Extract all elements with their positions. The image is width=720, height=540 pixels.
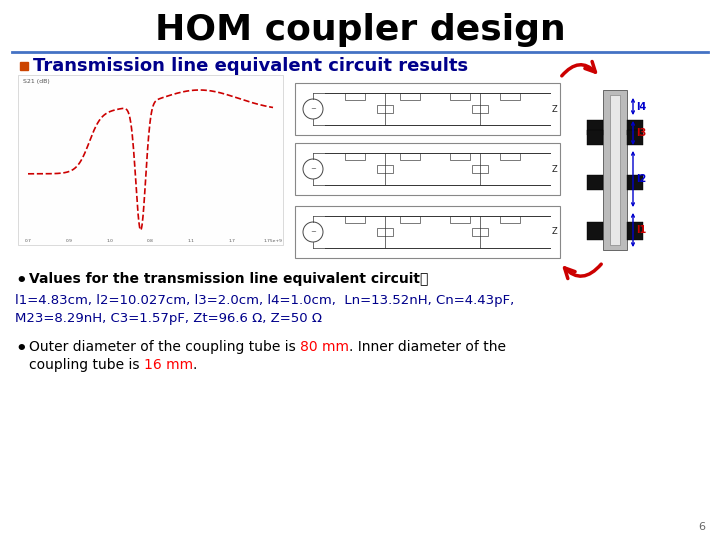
Text: 1.75e+9: 1.75e+9 xyxy=(264,239,282,243)
Bar xyxy=(587,175,603,190)
Bar xyxy=(472,228,488,236)
Bar xyxy=(627,222,643,240)
Text: l3: l3 xyxy=(636,128,647,138)
Text: 16 mm: 16 mm xyxy=(144,358,193,372)
Bar xyxy=(610,95,620,245)
Text: 0.8: 0.8 xyxy=(147,239,154,243)
Bar xyxy=(627,175,643,190)
Bar xyxy=(450,93,470,100)
Bar xyxy=(377,165,393,173)
Text: l2: l2 xyxy=(636,174,647,184)
Text: l1=4.83cm, l2=10.027cm, l3=2.0cm, l4=1.0cm,  Ln=13.52nH, Cn=4.43pF,: l1=4.83cm, l2=10.027cm, l3=2.0cm, l4=1.0… xyxy=(15,294,514,307)
Bar xyxy=(345,153,365,160)
Text: 1.0: 1.0 xyxy=(107,239,113,243)
Text: 1.7: 1.7 xyxy=(229,239,235,243)
Text: coupling tube is: coupling tube is xyxy=(29,358,144,372)
Bar xyxy=(345,216,365,223)
Bar xyxy=(627,130,643,145)
Text: S21 (dB): S21 (dB) xyxy=(23,79,50,84)
Text: Z: Z xyxy=(551,165,557,173)
Bar xyxy=(295,143,560,195)
Bar xyxy=(400,93,420,100)
Circle shape xyxy=(303,222,323,242)
FancyArrowPatch shape xyxy=(562,62,595,76)
Text: l4: l4 xyxy=(636,102,647,111)
Bar xyxy=(587,120,603,135)
Text: •: • xyxy=(15,272,27,290)
Bar xyxy=(295,206,560,258)
Text: l1: l1 xyxy=(636,225,647,235)
Text: ~: ~ xyxy=(310,229,316,235)
Text: Transmission line equivalent circuit results: Transmission line equivalent circuit res… xyxy=(33,57,468,75)
Circle shape xyxy=(303,99,323,119)
Bar xyxy=(20,62,28,70)
Bar xyxy=(472,165,488,173)
Bar xyxy=(500,216,520,223)
Circle shape xyxy=(303,159,323,179)
Bar xyxy=(377,105,393,113)
Bar xyxy=(400,216,420,223)
Bar xyxy=(450,216,470,223)
Text: Values for the transmission line equivalent circuit：: Values for the transmission line equival… xyxy=(29,272,428,286)
Bar xyxy=(587,222,603,240)
Text: 0.7: 0.7 xyxy=(24,239,32,243)
Text: Outer diameter of the coupling tube is: Outer diameter of the coupling tube is xyxy=(29,340,300,354)
Bar xyxy=(450,153,470,160)
Text: ~: ~ xyxy=(310,106,316,112)
Bar xyxy=(18,75,283,245)
Bar xyxy=(472,105,488,113)
Text: 6: 6 xyxy=(698,522,705,532)
Bar xyxy=(500,153,520,160)
Bar xyxy=(345,93,365,100)
Text: 1.1: 1.1 xyxy=(188,239,195,243)
Text: M23=8.29nH, C3=1.57pF, Zt=96.6 Ω, Z=50 Ω: M23=8.29nH, C3=1.57pF, Zt=96.6 Ω, Z=50 Ω xyxy=(15,312,322,325)
Text: Z: Z xyxy=(551,105,557,113)
Text: •: • xyxy=(15,340,27,358)
Text: .: . xyxy=(193,358,197,372)
Bar xyxy=(603,90,627,250)
FancyArrowPatch shape xyxy=(564,264,601,279)
Bar xyxy=(587,130,603,145)
Text: 80 mm: 80 mm xyxy=(300,340,349,354)
Text: . Inner diameter of the: . Inner diameter of the xyxy=(349,340,506,354)
Text: Z: Z xyxy=(551,227,557,237)
Text: 0.9: 0.9 xyxy=(66,239,72,243)
Bar xyxy=(377,228,393,236)
Bar xyxy=(627,120,643,135)
Bar xyxy=(500,93,520,100)
Text: HOM coupler design: HOM coupler design xyxy=(155,13,565,47)
Bar xyxy=(295,83,560,135)
Text: ~: ~ xyxy=(310,166,316,172)
Bar xyxy=(400,153,420,160)
